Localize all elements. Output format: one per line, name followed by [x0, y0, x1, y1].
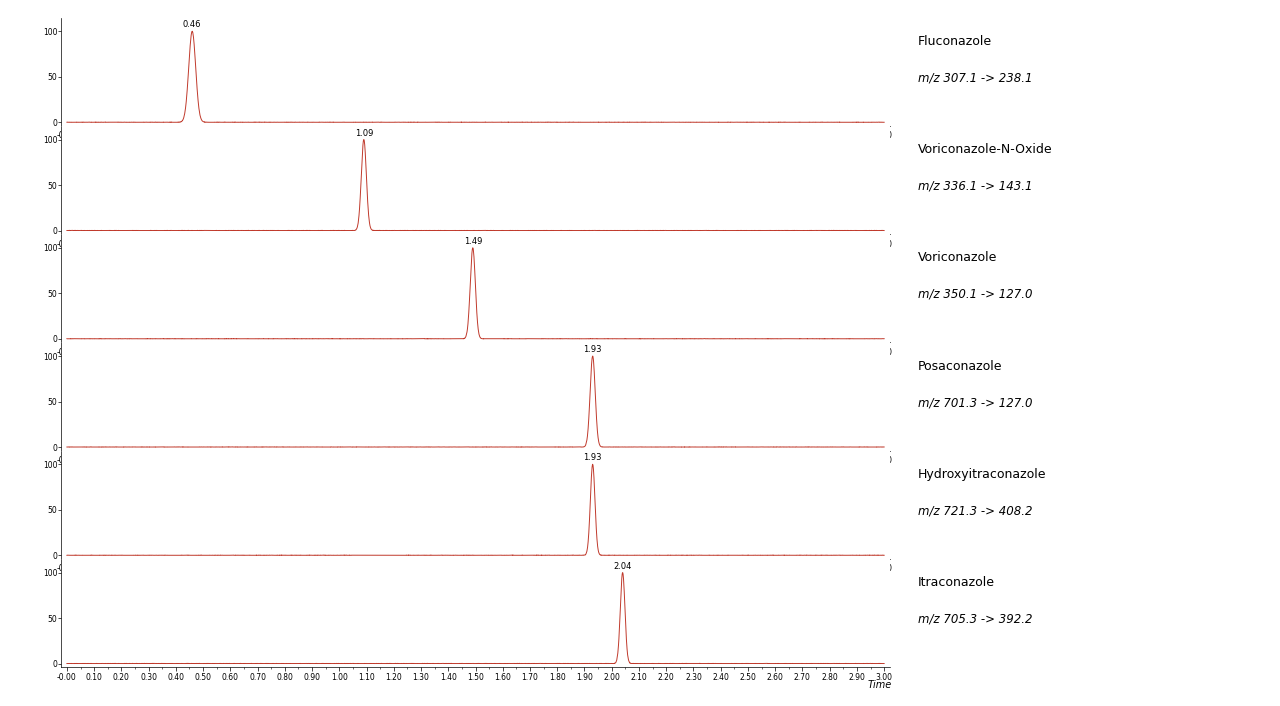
- Text: 1.93: 1.93: [584, 453, 602, 462]
- Text: m/z 701.3 -> 127.0: m/z 701.3 -> 127.0: [918, 396, 1032, 409]
- Text: m/z 307.1 -> 238.1: m/z 307.1 -> 238.1: [918, 71, 1032, 84]
- Text: 1.93: 1.93: [584, 345, 602, 354]
- Text: Hydroxyitraconazole: Hydroxyitraconazole: [918, 468, 1046, 481]
- Text: Voriconazole: Voriconazole: [918, 251, 997, 265]
- Text: Itraconazole: Itraconazole: [918, 576, 995, 590]
- Text: 1.49: 1.49: [463, 237, 483, 246]
- Text: m/z 350.1 -> 127.0: m/z 350.1 -> 127.0: [918, 288, 1032, 301]
- Text: 1.09: 1.09: [355, 128, 372, 138]
- Text: Voriconazole-N-Oxide: Voriconazole-N-Oxide: [918, 143, 1052, 156]
- Text: m/z 721.3 -> 408.2: m/z 721.3 -> 408.2: [918, 504, 1032, 517]
- Text: Time: Time: [868, 680, 892, 690]
- Text: 2.04: 2.04: [613, 562, 632, 570]
- Text: 0.46: 0.46: [183, 20, 201, 30]
- Text: Fluconazole: Fluconazole: [918, 35, 992, 48]
- Text: m/z 705.3 -> 392.2: m/z 705.3 -> 392.2: [918, 613, 1032, 626]
- Text: m/z 336.1 -> 143.1: m/z 336.1 -> 143.1: [918, 179, 1032, 193]
- Text: Posaconazole: Posaconazole: [918, 360, 1002, 373]
